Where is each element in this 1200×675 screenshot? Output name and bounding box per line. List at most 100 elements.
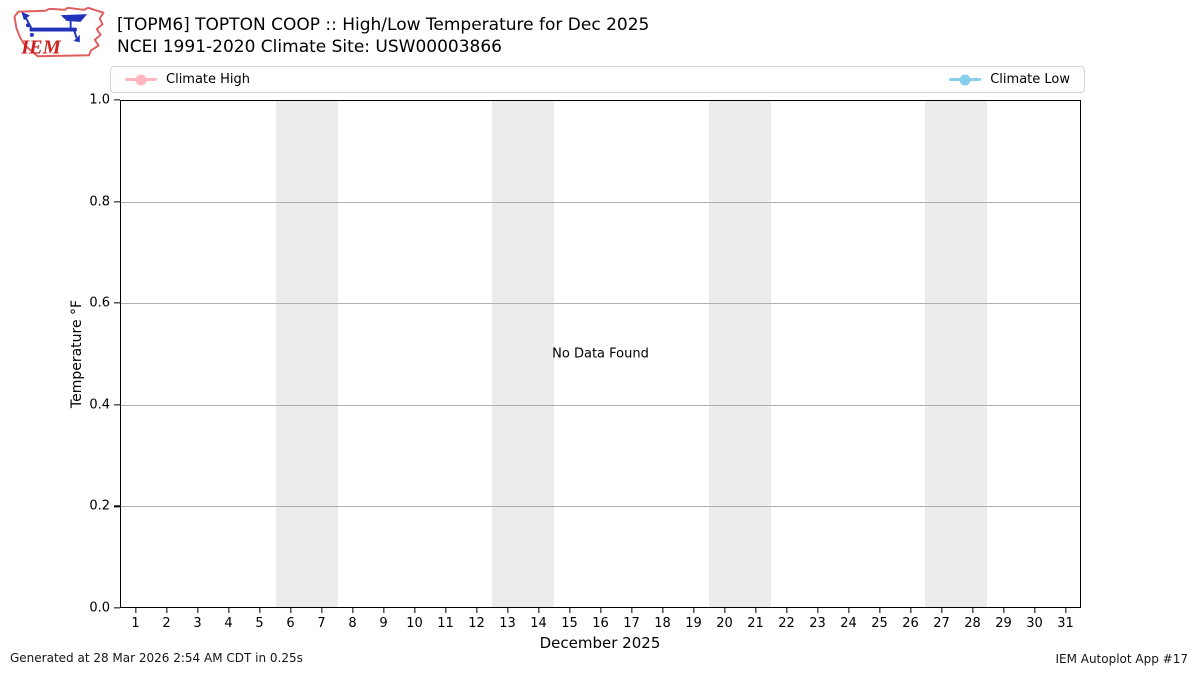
x-tick-label: 29 [995,616,1012,631]
footer-generated-text: Generated at 28 Mar 2026 2:54 AM CDT in … [10,651,303,665]
x-tick-label: 31 [1057,616,1074,631]
climate-high-line-marker-icon [125,74,157,85]
x-tick-label: 6 [286,616,295,631]
x-tick-mark [413,608,416,613]
y-tick-label: 1.0 [89,92,110,108]
x-tick-mark [847,608,850,613]
legend-item-climate-high: Climate High [125,72,250,87]
x-tick-label: 27 [933,616,950,631]
title-block: [TOPM6] TOPTON COOP :: High/Low Temperat… [117,14,649,58]
x-tick-label: 14 [530,616,547,631]
x-tick-label: 26 [902,616,919,631]
x-tick-label: 13 [499,616,516,631]
grid-line [121,404,1080,406]
x-tick-label: 16 [592,616,609,631]
x-tick-mark [506,608,509,613]
weekend-shading-band [492,101,555,607]
chart-title: [TOPM6] TOPTON COOP :: High/Low Temperat… [117,15,650,35]
legend: Climate High Climate Low [110,66,1085,93]
x-tick-mark [909,608,912,613]
y-tick-label: 0.2 [89,498,110,514]
y-tick-mark [114,404,120,406]
y-tick-label: 0.6 [89,295,110,311]
x-tick-label: 7 [317,616,326,631]
x-tick-label: 30 [1026,616,1043,631]
x-tick-mark [940,608,943,613]
x-tick-mark [165,608,168,613]
x-tick-label: 11 [437,616,454,631]
x-tick-label: 18 [654,616,671,631]
x-tick-label: 9 [379,616,388,631]
weekend-shading-band [275,101,338,607]
x-tick-label: 5 [255,616,264,631]
x-tick-mark [1033,608,1036,613]
x-tick-mark [289,608,292,613]
iem-logo: IEM [8,3,110,63]
legend-label-climate-high: Climate High [166,72,251,87]
y-tick-mark [114,302,120,304]
x-tick-mark [971,608,974,613]
y-tick-mark [114,505,120,508]
legend-item-climate-low: Climate Low [949,72,1070,87]
x-tick-mark [537,608,540,613]
plot-area: No Data Found [120,100,1081,608]
y-tick-mark [114,99,120,101]
x-tick-mark [382,608,385,613]
x-tick-label: 12 [468,616,485,631]
x-tick-label: 21 [747,616,764,631]
grid-line [121,505,1080,507]
x-tick-label: 15 [561,616,578,631]
x-tick-mark [475,608,478,613]
x-tick-mark [1064,608,1067,613]
x-axis-label: December 2025 [539,634,661,652]
chart-subtitle: NCEI 1991-2020 Climate Site: USW00003866 [117,37,502,57]
y-tick-label: 0.8 [89,194,110,210]
weather-vane-icon [21,11,88,43]
weekend-shading-band [925,101,988,607]
iowa-outline-icon: IEM [13,6,105,58]
x-tick-label: 24 [840,616,857,631]
x-tick-label: 10 [406,616,423,631]
x-tick-mark [351,608,354,613]
y-axis-label: Temperature °F [69,299,85,409]
x-tick-mark [134,608,137,613]
grid-line [121,303,1080,305]
x-tick-mark [785,608,788,613]
x-tick-mark [692,608,695,613]
x-tick-mark [320,608,323,613]
x-tick-mark [630,608,633,613]
x-tick-label: 19 [685,616,702,631]
y-tick-label: 0.0 [89,600,110,616]
x-tick-label: 17 [623,616,640,631]
y-tick-mark [114,200,120,203]
iem-logo-text: IEM [20,36,61,58]
x-tick-mark [661,608,664,613]
x-tick-mark [1002,608,1005,613]
x-tick-mark [444,608,447,613]
climate-low-line-marker-icon [949,74,982,85]
x-tick-mark [754,608,757,613]
x-tick-mark [599,608,602,613]
y-tick-mark [114,607,120,609]
x-tick-label: 22 [778,616,795,631]
weekend-shading-band [708,101,771,607]
x-tick-mark [816,608,819,613]
x-tick-mark [196,608,199,613]
no-data-message: No Data Found [552,346,649,362]
x-tick-mark [227,608,230,613]
x-tick-mark [258,608,261,613]
x-tick-mark [878,608,881,613]
x-tick-label: 1 [131,616,140,631]
x-tick-label: 2 [162,616,171,631]
y-tick-label: 0.4 [89,397,110,413]
x-tick-mark [723,608,726,613]
footer-app-text: IEM Autoplot App #17 [1055,652,1188,666]
x-tick-label: 8 [348,616,357,631]
x-tick-mark [568,608,571,613]
x-tick-label: 20 [716,616,733,631]
legend-label-climate-low: Climate Low [990,72,1070,87]
x-tick-label: 3 [193,616,202,631]
x-tick-label: 25 [871,616,888,631]
grid-line [121,202,1080,204]
